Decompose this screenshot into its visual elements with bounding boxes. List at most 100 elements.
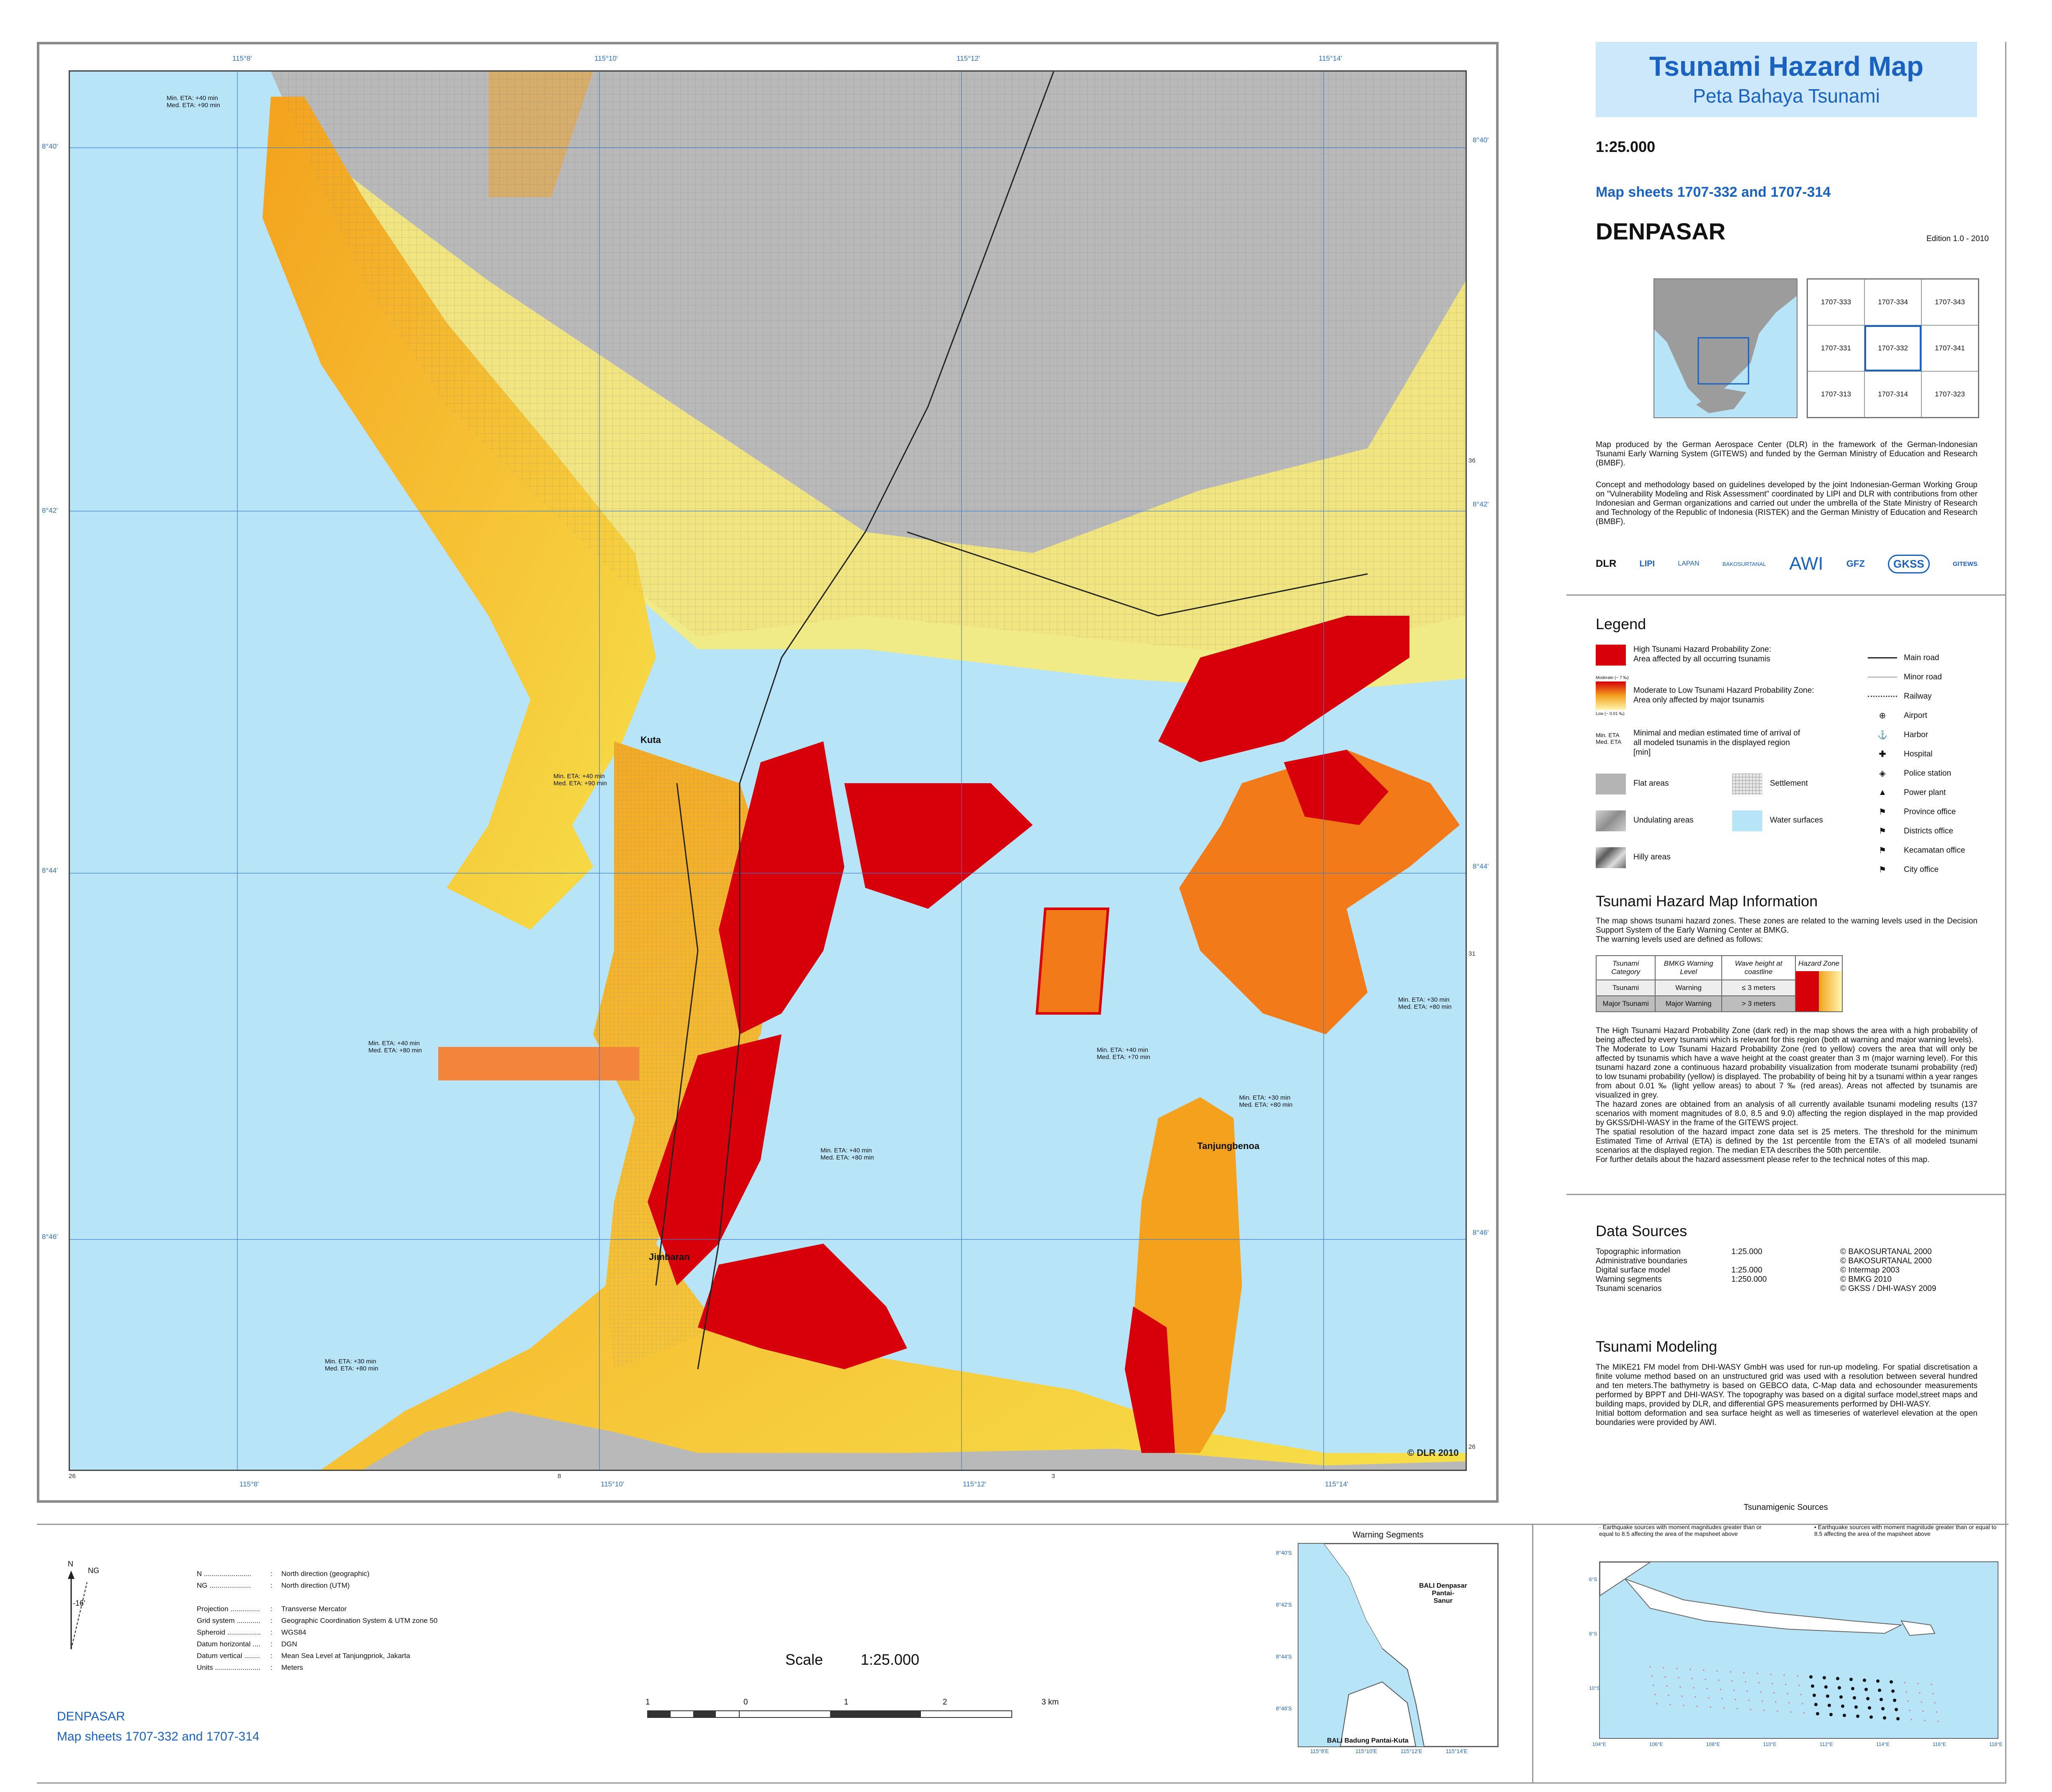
- scale-tick: 1: [645, 1698, 650, 1707]
- sheet-index-cell: 1707-314: [1864, 371, 1921, 417]
- earthquake-source-dot: [1890, 1680, 1893, 1684]
- earthquake-source-dot: [1770, 1674, 1772, 1675]
- data-source-name: Administrative boundaries: [1596, 1257, 1687, 1265]
- projection-value: Transverse Mercator: [281, 1605, 347, 1613]
- earthquake-source-dot: [1932, 1693, 1934, 1694]
- data-source-name: Topographic information: [1596, 1247, 1681, 1256]
- table-header: Wave height at coastline: [1721, 955, 1796, 980]
- earthquake-source-dot: [1758, 1682, 1760, 1684]
- benoa-harbor: [1035, 908, 1110, 1015]
- earthquake-source-dot: [1893, 1699, 1896, 1702]
- legend-label-settlement: Settlement: [1770, 779, 1808, 788]
- legend-label-flat: Flat areas: [1633, 779, 1669, 788]
- earthquake-source-dot: [1745, 1681, 1746, 1683]
- data-source-credit: © BAKOSURTANAL 2000: [1840, 1257, 1932, 1265]
- projection-value: Meters: [281, 1663, 303, 1671]
- legend-label-airport: Airport: [1904, 711, 1927, 720]
- info-intro: The map shows tsunami hazard zones. Thes…: [1596, 917, 1977, 944]
- lat-tick-label: 8°40': [1473, 136, 1489, 144]
- hazard-map[interactable]: [69, 70, 1467, 1471]
- projection-value: North direction (geographic): [281, 1570, 370, 1578]
- legend-label-district-office: Districts office: [1904, 826, 1953, 836]
- earthquake-source-dot: [1919, 1692, 1921, 1694]
- earthquake-source-dot: [1681, 1695, 1683, 1697]
- legend-label-high: High Tsunami Hazard Probability Zone: Ar…: [1633, 645, 1772, 663]
- airport-runway: [438, 1047, 639, 1080]
- earthquake-source-dot: [1881, 1707, 1885, 1710]
- inset-lon-tick: 115°14'E: [1446, 1748, 1468, 1754]
- legend-swatch-high: [1596, 645, 1626, 666]
- warning-segment-label: BALI Denpasar Pantai- Sanur: [1419, 1582, 1467, 1604]
- legend-label-harbor: Harbor: [1904, 730, 1929, 739]
- hazard-map-svg: [70, 72, 1466, 1470]
- sheet-index-cell: 1707-341: [1921, 325, 1978, 371]
- legend-mod-bottom: Low (~ 0.01 ‰): [1596, 712, 1625, 716]
- data-source-credit: © BAKOSURTANAL 2000: [1840, 1247, 1932, 1256]
- earthquake-source-dot: [1880, 1698, 1883, 1701]
- earthquake-source-dot: [1649, 1666, 1651, 1668]
- earthquake-source-dot: [1669, 1704, 1671, 1705]
- earthquake-source-dot: [1679, 1686, 1681, 1688]
- tsunamigenic-title: Tsunamigenic Sources: [1743, 1503, 1828, 1512]
- earthquake-source-dot: [1763, 1710, 1765, 1711]
- tsunamigenic-lat-tick: 10°S: [1589, 1685, 1600, 1691]
- legend-label-minor-road: Minor road: [1904, 672, 1942, 681]
- earthquake-source-dot: [1750, 1709, 1751, 1710]
- utm-tick-label: 26: [1468, 1443, 1476, 1450]
- legend-label-eta: Minimal and median estimated time of arr…: [1633, 729, 1800, 757]
- map-copyright: © DLR 2010: [1407, 1447, 1459, 1458]
- tsunamigenic-lat-tick: 6°S: [1589, 1576, 1597, 1582]
- tsunamigenic-lon-tick: 116°E: [1932, 1741, 1946, 1747]
- table-cell: > 3 meters: [1721, 995, 1796, 1012]
- earthquake-source-dot: [1730, 1671, 1731, 1673]
- scale-tick: 1: [844, 1698, 849, 1707]
- tsunamigenic-lon-tick: 104°E: [1592, 1741, 1606, 1747]
- earthquake-source-dot: [1931, 1684, 1932, 1685]
- tsunamigenic-lon-tick: 106°E: [1649, 1741, 1663, 1747]
- title-box: Tsunami Hazard Map Peta Bahaya Tsunami: [1596, 42, 1977, 117]
- high-hazard-zone: [719, 741, 844, 1034]
- earthquake-source-dot: [1904, 1682, 1905, 1684]
- earthquake-source-dot: [1905, 1691, 1907, 1693]
- earthquake-source-dot: [1736, 1708, 1738, 1710]
- data-source-name: Warning segments: [1596, 1275, 1662, 1284]
- lat-tick-label: 8°46': [42, 1233, 58, 1241]
- earthquake-source-dot: [1797, 1675, 1798, 1677]
- eta-label: Min. ETA: +40 min Med. ETA: +80 min: [820, 1147, 874, 1161]
- inset-lat-tick: 8°40'S: [1276, 1550, 1292, 1556]
- earthquake-source-dot: [1720, 1689, 1721, 1690]
- north-arrow-svg: [68, 1571, 87, 1650]
- tsunamigenic-legend-big: • Earthquake sources with moment magnitu…: [1814, 1524, 1998, 1537]
- partner-logos: DLR LIPI LAPAN BAKOSURTANAL AWI GFZ GKSS…: [1596, 545, 1977, 583]
- table-cell: Major Tsunami: [1595, 995, 1656, 1012]
- legend-label-province-office: Province office: [1904, 807, 1956, 816]
- earthquake-source-dot: [1664, 1676, 1666, 1678]
- projection-value: Geographic Coordination System & UTM zon…: [281, 1617, 438, 1625]
- earthquake-source-dot: [1863, 1679, 1866, 1682]
- logo-gfz: GFZ: [1846, 558, 1865, 569]
- earthquake-source-dot: [1814, 1703, 1818, 1706]
- divider: [1532, 1524, 1533, 1783]
- earthquake-source-dot: [1851, 1687, 1854, 1690]
- hospital-icon: ✚: [1879, 749, 1886, 759]
- logo-gkss: GKSS: [1887, 554, 1930, 573]
- legend-label-kecamatan-office: Kecamatan office: [1904, 846, 1965, 855]
- earthquake-source-dot: [1748, 1699, 1750, 1701]
- earthquake-source-dots: [1649, 1666, 1939, 1722]
- scale-bar: [647, 1710, 1012, 1718]
- bukit-hills: [363, 1411, 1466, 1470]
- earthquake-source-dot: [1896, 1717, 1900, 1720]
- railway-symbol: [1868, 695, 1897, 697]
- inset-lon-tick: 115°12'E: [1401, 1748, 1422, 1754]
- data-source-scale: 1:250.000: [1731, 1275, 1767, 1284]
- lat-tick-label: 8°46': [1473, 1229, 1489, 1237]
- earthquake-source-dot: [1663, 1667, 1664, 1669]
- earthquake-source-dot: [1735, 1699, 1736, 1700]
- eta-label: Min. ETA: +30 min Med. ETA: +80 min: [325, 1358, 378, 1372]
- lon-tick-label: 115°12': [963, 1480, 987, 1488]
- declination-label: -16': [73, 1599, 85, 1607]
- tsunamigenic-svg: [1600, 1562, 1939, 1722]
- logo-lipi: LIPI: [1639, 559, 1655, 568]
- earthquake-source-dot: [1787, 1693, 1788, 1694]
- tsunamigenic-map: [1599, 1561, 1998, 1739]
